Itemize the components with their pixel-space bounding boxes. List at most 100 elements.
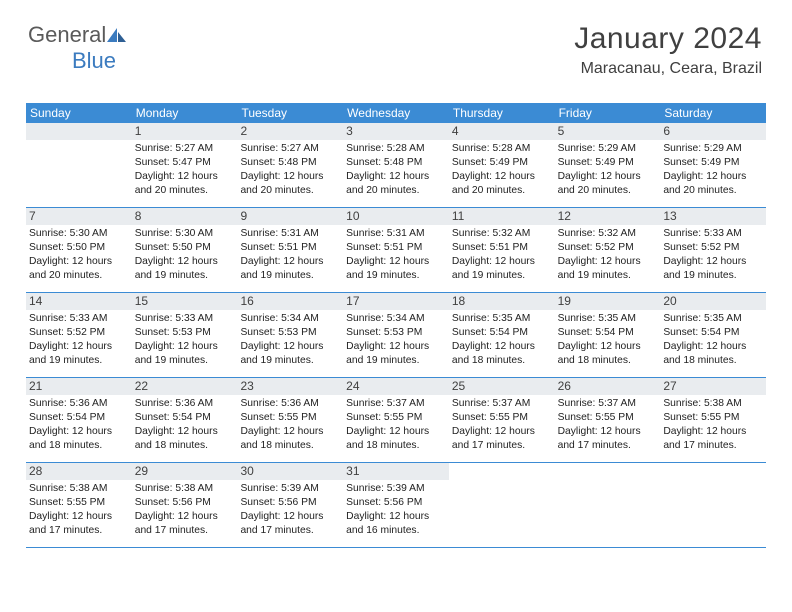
day-content: Sunrise: 5:38 AMSunset: 5:55 PMDaylight:… — [29, 482, 129, 538]
day-content: Sunrise: 5:31 AMSunset: 5:51 PMDaylight:… — [240, 227, 340, 283]
sunset-text: Sunset: 5:49 PM — [452, 156, 552, 170]
day-number: 21 — [26, 378, 132, 395]
day-cell: 13 Sunrise: 5:33 AMSunset: 5:52 PMDayligh… — [660, 208, 766, 292]
sunrise-text: Sunrise: 5:37 AM — [452, 397, 552, 411]
day-cell: 14Sunrise: 5:33 AMSunset: 5:52 PMDayligh… — [26, 293, 132, 377]
sunset-text: Sunset: 5:52 PM — [29, 326, 129, 340]
sunset-text: Sunset: 5:48 PM — [240, 156, 340, 170]
daylight-text: Daylight: 12 hours and 18 minutes. — [29, 425, 129, 453]
day-cell: 3Sunrise: 5:28 AMSunset: 5:48 PMDaylight… — [343, 123, 449, 207]
day-cell: 8Sunrise: 5:30 AMSunset: 5:50 PMDaylight… — [132, 208, 238, 292]
daylight-text: Daylight: 12 hours and 20 minutes. — [29, 255, 129, 283]
day-cell: 26Sunrise: 5:37 AMSunset: 5:55 PMDayligh… — [555, 378, 661, 462]
sunset-text: Sunset: 5:56 PM — [135, 496, 235, 510]
day-number — [449, 463, 555, 480]
day-number: 6 — [660, 123, 766, 140]
sunset-text: Sunset: 5:52 PM — [558, 241, 658, 255]
logo-text-1: General — [28, 22, 106, 47]
day-number: 17 — [343, 293, 449, 310]
day-content: Sunrise: 5:32 AMSunset: 5:52 PMDaylight:… — [558, 227, 658, 283]
daylight-text: Daylight: 12 hours and 18 minutes. — [663, 340, 763, 368]
sunset-text: Sunset: 5:55 PM — [240, 411, 340, 425]
sunrise-text: Sunrise: 5:35 AM — [452, 312, 552, 326]
day-cell: 31Sunrise: 5:39 AMSunset: 5:56 PMDayligh… — [343, 463, 449, 547]
sunset-text: Sunset: 5:54 PM — [558, 326, 658, 340]
sunrise-text: Sunrise: 5:36 AM — [29, 397, 129, 411]
day-number: 26 — [555, 378, 661, 395]
day-content: Sunrise: 5:28 AMSunset: 5:49 PMDaylight:… — [452, 142, 552, 198]
daylight-text: Daylight: 12 hours and 20 minutes. — [452, 170, 552, 198]
day-number: 1 — [132, 123, 238, 140]
day-cell: 11Sunrise: 5:32 AMSunset: 5:51 PMDayligh… — [449, 208, 555, 292]
calendar: SundayMondayTuesdayWednesdayThursdayFrid… — [26, 103, 766, 548]
sunrise-text: Sunrise: 5:33 AM — [135, 312, 235, 326]
day-content: Sunrise: 5:31 AMSunset: 5:51 PMDaylight:… — [346, 227, 446, 283]
daylight-text: Daylight: 12 hours and 19 minutes. — [135, 255, 235, 283]
daylight-text: Daylight: 12 hours and 19 minutes. — [346, 255, 446, 283]
sunset-text: Sunset: 5:54 PM — [29, 411, 129, 425]
sunset-text: Sunset: 5:49 PM — [663, 156, 763, 170]
daylight-text: Daylight: 12 hours and 19 minutes. — [240, 340, 340, 368]
daylight-text: Daylight: 12 hours and 16 minutes. — [346, 510, 446, 538]
sunset-text: Sunset: 5:54 PM — [663, 326, 763, 340]
sunset-text: Sunset: 5:47 PM — [135, 156, 235, 170]
day-content: Sunrise: 5:34 AMSunset: 5:53 PMDaylight:… — [346, 312, 446, 368]
sunrise-text: Sunrise: 5:38 AM — [29, 482, 129, 496]
day-number: 19 — [555, 293, 661, 310]
day-cell: 9 Sunrise: 5:31 AMSunset: 5:51 PMDaylight… — [237, 208, 343, 292]
sunrise-text: Sunrise: 5:38 AM — [663, 397, 763, 411]
sunrise-text: Sunrise: 5:27 AM — [240, 142, 340, 156]
daylight-text: Daylight: 12 hours and 20 minutes. — [663, 170, 763, 198]
day-cell: 5Sunrise: 5:29 AMSunset: 5:49 PMDaylight… — [555, 123, 661, 207]
day-number: 12 — [555, 208, 661, 225]
day-content: Sunrise: 5:38 AMSunset: 5:55 PMDaylight:… — [663, 397, 763, 453]
location: Maracanau, Ceara, Brazil — [574, 60, 762, 78]
day-number — [660, 463, 766, 480]
day-content: Sunrise: 5:35 AMSunset: 5:54 PMDaylight:… — [663, 312, 763, 368]
day-number: 3 — [343, 123, 449, 140]
day-cell: 18Sunrise: 5:35 AMSunset: 5:54 PMDayligh… — [449, 293, 555, 377]
day-number: 25 — [449, 378, 555, 395]
sunrise-text: Sunrise: 5:39 AM — [346, 482, 446, 496]
sunset-text: Sunset: 5:48 PM — [346, 156, 446, 170]
day-content: Sunrise: 5:33 AMSunset: 5:52 PMDaylight:… — [663, 227, 763, 283]
sunrise-text: Sunrise: 5:30 AM — [29, 227, 129, 241]
day-number: 13 — [660, 208, 766, 225]
day-number: 9 — [237, 208, 343, 225]
day-content: Sunrise: 5:30 AMSunset: 5:50 PMDaylight:… — [29, 227, 129, 283]
daylight-text: Daylight: 12 hours and 20 minutes. — [558, 170, 658, 198]
sunrise-text: Sunrise: 5:31 AM — [240, 227, 340, 241]
day-content: Sunrise: 5:36 AMSunset: 5:54 PMDaylight:… — [29, 397, 129, 453]
sunrise-text: Sunrise: 5:28 AM — [346, 142, 446, 156]
logo-sail-icon — [106, 26, 128, 44]
day-cell: 20Sunrise: 5:35 AMSunset: 5:54 PMDayligh… — [660, 293, 766, 377]
sunset-text: Sunset: 5:55 PM — [346, 411, 446, 425]
day-number: 14 — [26, 293, 132, 310]
day-cell — [449, 463, 555, 547]
day-cell: 19Sunrise: 5:35 AMSunset: 5:54 PMDayligh… — [555, 293, 661, 377]
day-cell: 6Sunrise: 5:29 AMSunset: 5:49 PMDaylight… — [660, 123, 766, 207]
day-cell: 28Sunrise: 5:38 AMSunset: 5:55 PMDayligh… — [26, 463, 132, 547]
day-number: 10 — [343, 208, 449, 225]
daylight-text: Daylight: 12 hours and 19 minutes. — [135, 340, 235, 368]
daylight-text: Daylight: 12 hours and 18 minutes. — [135, 425, 235, 453]
sunset-text: Sunset: 5:56 PM — [240, 496, 340, 510]
daylight-text: Daylight: 12 hours and 17 minutes. — [240, 510, 340, 538]
day-cell: 4Sunrise: 5:28 AMSunset: 5:49 PMDaylight… — [449, 123, 555, 207]
daylight-text: Daylight: 12 hours and 17 minutes. — [452, 425, 552, 453]
week-row: 14Sunrise: 5:33 AM Sunset: 5:52 PM Dayligh… — [26, 293, 766, 378]
sunset-text: Sunset: 5:54 PM — [135, 411, 235, 425]
day-cell: 21 Sunrise: 5:36 AMSunset: 5:54 PMDayligh… — [26, 378, 132, 462]
day-number — [26, 123, 132, 140]
header: January 2024 Maracanau, Ceara, Brazil — [574, 22, 762, 78]
sunrise-text: Sunrise: 5:27 AM — [135, 142, 235, 156]
daylight-text: Daylight: 12 hours and 19 minutes. — [558, 255, 658, 283]
day-cell: 17 Sunrise: 5:34 AMSunset: 5:53 PMDayligh… — [343, 293, 449, 377]
daylight-text: Daylight: 12 hours and 19 minutes. — [240, 255, 340, 283]
weekday-header: Saturday — [660, 103, 766, 123]
sunset-text: Sunset: 5:55 PM — [558, 411, 658, 425]
sunrise-text: Sunrise: 5:36 AM — [240, 397, 340, 411]
day-number: 22 — [132, 378, 238, 395]
day-content: Sunrise: 5:38 AMSunset: 5:56 PMDaylight:… — [135, 482, 235, 538]
sunrise-text: Sunrise: 5:29 AM — [558, 142, 658, 156]
